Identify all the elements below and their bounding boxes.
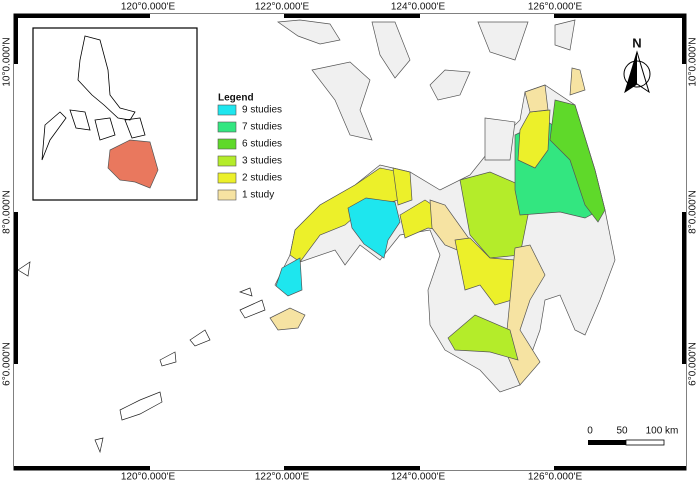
province	[447, 314, 519, 361]
island	[269, 307, 306, 331]
longitude-label: 120°0.000'E	[121, 2, 176, 13]
legend-label: 9 studies	[242, 105, 282, 116]
latitude-label: 6°0.000'N	[2, 342, 13, 386]
labels: 120°0.000'E 122°0.000'E 124°0.000'E 126°0.0…	[2, 2, 699, 483]
north-arrow: N	[623, 35, 651, 94]
latitude-label: 6°0.000'N	[688, 342, 699, 386]
province	[484, 117, 516, 161]
north-label: N	[632, 35, 641, 50]
legend-label: 7 studies	[242, 122, 282, 133]
frame-bar	[14, 14, 18, 470]
latitude-label: 10°0.000'N	[2, 37, 13, 86]
province	[454, 237, 516, 306]
province	[392, 167, 413, 206]
frame-ticks	[14, 14, 686, 470]
longitude-label: 122°0.000'E	[255, 2, 310, 13]
province-regions	[275, 67, 606, 386]
province	[459, 171, 529, 259]
province	[569, 67, 586, 96]
legend-swatch	[217, 172, 237, 184]
province	[517, 109, 551, 169]
frame-bar	[14, 466, 686, 470]
longitude-label: 120°0.000'E	[121, 472, 176, 483]
scale-label: 0	[587, 426, 593, 437]
scale-label: 100 km	[646, 426, 679, 437]
legend-label: 6 studies	[242, 139, 282, 150]
province	[275, 257, 303, 297]
frame-bar	[682, 14, 686, 470]
scale-bar	[588, 439, 665, 446]
longitude-label: 124°0.000'E	[391, 2, 446, 13]
legend-label: 3 studies	[242, 156, 282, 167]
visayas-islands	[277, 19, 576, 141]
longitude-label: 122°0.000'E	[255, 472, 310, 483]
legend-swatch	[217, 189, 237, 201]
latitude-label: 8°0.000'N	[688, 190, 699, 234]
legend-title: Legend	[218, 93, 254, 104]
legend-swatch	[217, 104, 237, 116]
legend-label: 2 studies	[242, 173, 282, 184]
longitude-label: 126°0.000'E	[528, 472, 583, 483]
latitude-label: 8°0.000'N	[2, 190, 13, 234]
legend-label: 1 study	[242, 190, 274, 201]
inset-map	[32, 27, 198, 201]
province	[524, 84, 549, 113]
scale-label: 50	[616, 426, 628, 437]
frame-bar	[14, 14, 686, 18]
latitude-label: 10°0.000'N	[688, 37, 699, 86]
legend-swatch	[217, 138, 237, 150]
province	[549, 99, 606, 223]
sulu-islands	[17, 261, 266, 454]
legend-swatch	[217, 121, 237, 133]
longitude-label: 126°0.000'E	[528, 2, 583, 13]
legend-swatch	[217, 155, 237, 167]
province	[347, 197, 401, 259]
longitude-label: 124°0.000'E	[391, 472, 446, 483]
